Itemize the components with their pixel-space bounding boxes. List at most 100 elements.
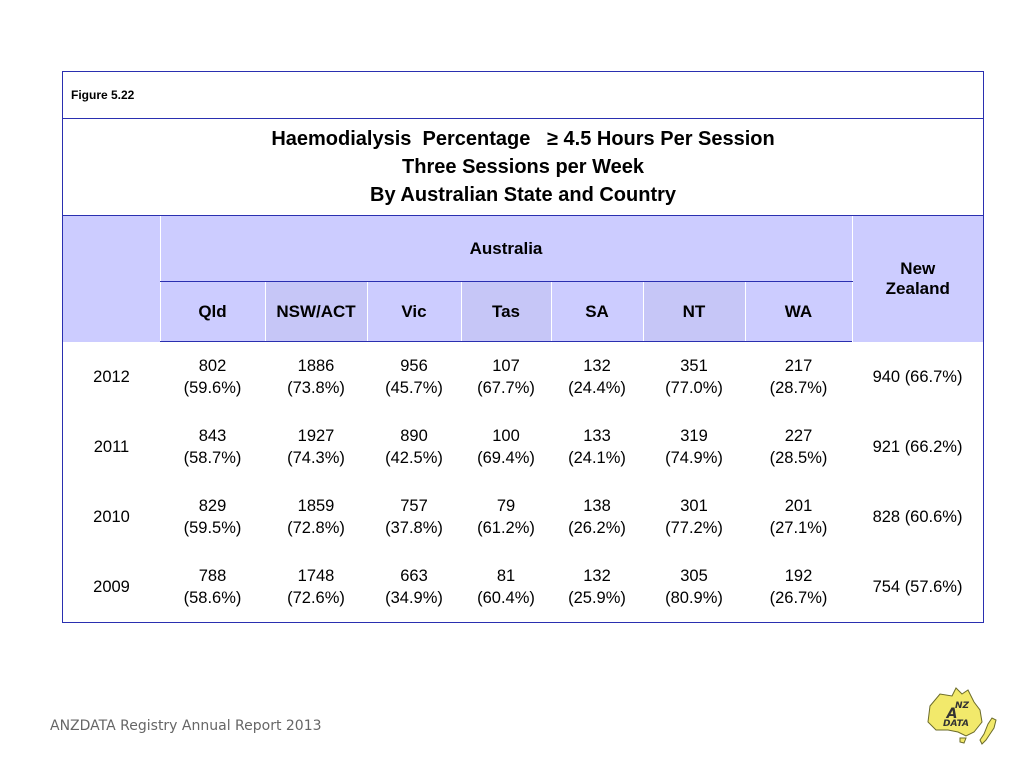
- percent-value: (69.4%): [477, 449, 535, 467]
- title-line-3: By Australian State and Country: [370, 184, 677, 206]
- percent-value: (34.9%): [385, 589, 443, 607]
- percent-value: (72.8%): [287, 519, 345, 537]
- value-cell: 1748 (72.6%): [265, 552, 367, 622]
- value-cell: 192 (26.7%): [745, 552, 852, 622]
- value-cell: 138 (26.2%): [551, 482, 643, 552]
- state-header-tas: Tas: [460, 281, 551, 342]
- count-value: 305: [680, 567, 708, 585]
- value-cell: 1927 (74.3%): [265, 412, 367, 482]
- count-value: 788: [198, 567, 227, 585]
- count-value: 1748: [297, 567, 335, 585]
- value-cell: 201 (27.1%): [745, 482, 852, 552]
- value-cell: 227 (28.5%): [745, 412, 852, 482]
- year-header-cell: [63, 215, 160, 342]
- count-value: 1886: [297, 357, 335, 375]
- value-cell: 843 (58.7%): [160, 412, 265, 482]
- count-value: 100: [492, 427, 520, 445]
- value-cell: 757 (37.8%): [367, 482, 461, 552]
- percent-value: (42.5%): [385, 449, 443, 467]
- percent-value: (77.0%): [665, 379, 723, 397]
- value-cell: 802 (59.6%): [160, 342, 265, 413]
- percent-value: (60.4%): [477, 589, 535, 607]
- percent-value: (77.2%): [665, 519, 723, 537]
- state-header-qld: Qld: [159, 281, 265, 342]
- logo-wordmark: A: [946, 706, 958, 722]
- new-zealand-header: New Zealand: [851, 215, 984, 342]
- percent-value: (27.1%): [769, 519, 828, 537]
- count-value: 351: [680, 357, 708, 375]
- state-header-wa: WA: [744, 281, 852, 342]
- value-cell: 79 (61.2%): [461, 482, 551, 552]
- year-cell: 2010: [93, 508, 130, 526]
- percent-value: (80.9%): [665, 589, 723, 607]
- percent-value: (26.7%): [769, 589, 828, 607]
- new-zealand-label: New Zealand: [885, 258, 950, 298]
- title-line-1: Haemodialysis Percentage ≥ 4.5 Hours Per…: [271, 128, 775, 150]
- value-cell: 301 (77.2%): [643, 482, 745, 552]
- count-value: 107: [492, 357, 520, 375]
- percent-value: (61.2%): [477, 519, 535, 537]
- percent-value: (28.7%): [769, 379, 828, 397]
- nz-value-cell: 754 (57.6%): [872, 578, 963, 596]
- count-value: 192: [784, 567, 813, 585]
- nz-value-cell: 828 (60.6%): [872, 508, 963, 526]
- value-cell: 890 (42.5%): [367, 412, 461, 482]
- table-row: 2012 802 (59.6%) 1886 (73.8%) 956 (45.7%) 107 (6…: [63, 342, 983, 413]
- count-value: 956: [400, 357, 428, 375]
- table-row: 2010 829 (59.5%) 1859 (72.8%) 757 (37.8%) 79 (61…: [63, 482, 983, 552]
- count-value: 133: [583, 427, 611, 445]
- value-cell: 107 (67.7%): [461, 342, 551, 413]
- state-header-nt: NT: [642, 281, 745, 342]
- count-value: 757: [400, 497, 428, 515]
- value-cell: 663 (34.9%): [367, 552, 461, 622]
- data-table: Figure 5.22 Haemodialysis Percentage ≥ 4…: [63, 72, 984, 623]
- count-value: 319: [680, 427, 708, 445]
- australia-header: Australia: [159, 215, 852, 282]
- count-value: 301: [680, 497, 708, 515]
- count-value: 217: [784, 357, 813, 375]
- percent-value: (74.9%): [665, 449, 723, 467]
- value-cell: 132 (25.9%): [551, 552, 643, 622]
- percent-value: (59.6%): [183, 379, 242, 397]
- table-title: Haemodialysis Percentage ≥ 4.5 Hours Per…: [63, 118, 984, 216]
- percent-value: (25.9%): [568, 589, 626, 607]
- figure-label: Figure 5.22: [63, 72, 984, 119]
- percent-value: (58.6%): [183, 589, 242, 607]
- year-cell: 2009: [93, 578, 130, 596]
- count-value: 663: [400, 567, 428, 585]
- count-value: 890: [400, 427, 428, 445]
- percent-value: (59.5%): [183, 519, 242, 537]
- value-cell: 132 (24.4%): [551, 342, 643, 413]
- table-row: 2011 843 (58.7%) 1927 (74.3%) 890 (42.5%) 100 (6…: [63, 412, 983, 482]
- value-cell: 305 (80.9%): [643, 552, 745, 622]
- percent-value: (74.3%): [287, 449, 345, 467]
- count-value: 138: [583, 497, 611, 515]
- count-value: 1859: [297, 497, 335, 515]
- value-cell: 217 (28.7%): [745, 342, 852, 413]
- value-cell: 133 (24.1%): [551, 412, 643, 482]
- table-row: 2009 788 (58.6%) 1748 (72.6%) 663 (34.9%) 81 (60…: [63, 552, 983, 622]
- count-value: 829: [198, 497, 227, 515]
- percent-value: (73.8%): [287, 379, 345, 397]
- nz-value-cell: 921 (66.2%): [872, 438, 963, 456]
- value-cell: 788 (58.6%): [160, 552, 265, 622]
- count-value: 227: [784, 427, 813, 445]
- value-cell: 1886 (73.8%): [265, 342, 367, 413]
- year-cell: 2012: [93, 367, 130, 386]
- table-body: 2012 802 (59.6%) 1886 (73.8%) 956 (45.7%) 107 (6…: [63, 342, 983, 623]
- value-cell: 351 (77.0%): [643, 342, 745, 413]
- year-cell: 2011: [93, 438, 130, 456]
- value-cell: 319 (74.9%): [643, 412, 745, 482]
- percent-value: (24.1%): [568, 449, 626, 467]
- count-value: 81: [496, 567, 516, 585]
- anzdata-logo: A NZ DATA: [927, 687, 997, 745]
- count-value: 843: [198, 427, 227, 445]
- count-value: 132: [583, 567, 611, 585]
- count-value: 802: [198, 357, 227, 375]
- count-value: 1927: [297, 427, 335, 445]
- percent-value: (24.4%): [568, 379, 626, 397]
- state-header-nswact-label: NSW/ACT: [276, 301, 356, 321]
- value-cell: 829 (59.5%): [160, 482, 265, 552]
- title-line-2: Three Sessions per Week: [402, 156, 645, 178]
- svg-text:NZ: NZ: [955, 701, 970, 711]
